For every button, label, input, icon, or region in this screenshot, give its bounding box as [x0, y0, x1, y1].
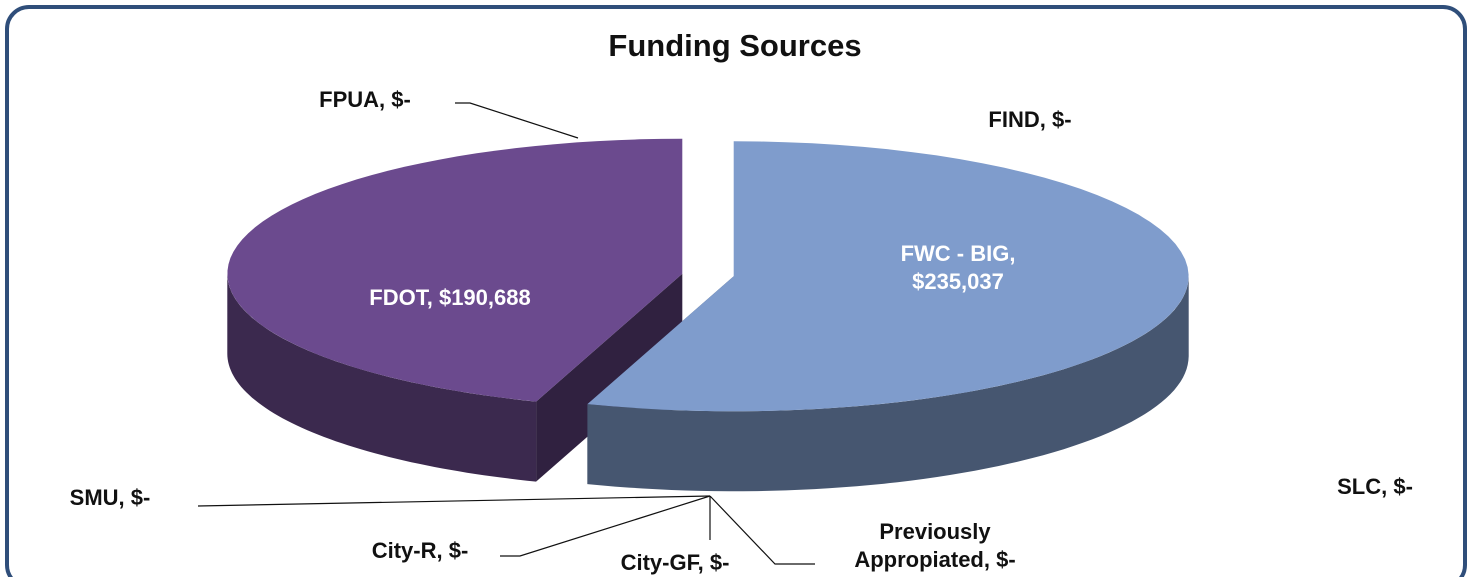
chart-title: Funding Sources	[608, 28, 861, 63]
category-label: City-R,	[371, 538, 443, 563]
category-label: FDOT,	[369, 285, 433, 310]
data-label: FIND, $-	[880, 106, 1180, 134]
value-label: $-	[709, 550, 730, 575]
leader-line	[455, 102, 579, 139]
data-label: SMU, $-	[0, 484, 260, 512]
leader-lines	[197, 102, 815, 565]
category-label: FPUA,	[319, 87, 386, 112]
data-label: City-R, $-	[270, 537, 570, 565]
slice-tops	[227, 138, 1189, 412]
slice-side	[227, 273, 537, 482]
slice	[587, 141, 1189, 412]
data-label: City-GF, $-	[525, 549, 825, 577]
slice-side	[587, 276, 1189, 492]
value-label: $190,688	[438, 285, 531, 310]
value-label: $-	[130, 485, 151, 510]
data-label: FDOT, $190,688	[250, 284, 650, 312]
slice-wall	[536, 273, 683, 482]
category-label: SMU,	[69, 485, 125, 510]
category-label: FIND,	[988, 107, 1046, 132]
category-label: City-GF,	[620, 550, 704, 575]
value-label: $235,037	[912, 269, 1004, 294]
leader-line	[709, 495, 815, 565]
category-label: SLC,	[1337, 474, 1388, 499]
slice	[227, 138, 683, 402]
slice-sides	[227, 273, 1189, 492]
category-label: FWC - BIG,	[900, 241, 1016, 266]
data-label: Previously Appropiated, $-	[820, 518, 1050, 574]
data-label: FPUA, $-	[215, 86, 515, 114]
data-label: FWC - BIG, $235,037	[863, 240, 1053, 296]
value-label: $-	[448, 538, 469, 563]
value-label: $-	[1393, 474, 1413, 499]
value-label: $-	[391, 87, 411, 112]
leader-line	[500, 495, 711, 557]
value-label: $-	[1052, 107, 1072, 132]
leader-line	[197, 495, 711, 507]
pie	[227, 138, 1189, 492]
category-label: Previously Appropiated,	[854, 519, 991, 572]
value-label: $-	[996, 547, 1016, 572]
data-label: SLC, $-	[1225, 473, 1471, 501]
